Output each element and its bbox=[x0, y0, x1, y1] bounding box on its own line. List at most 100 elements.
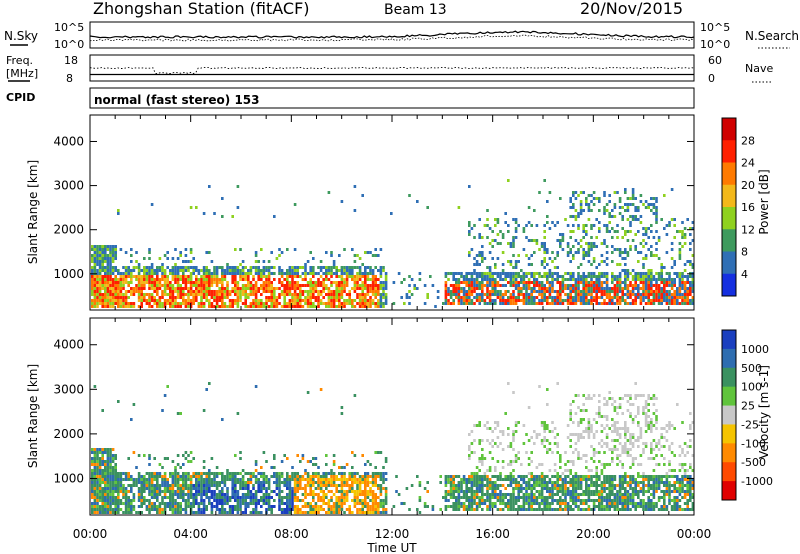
heatmap-cell bbox=[478, 302, 481, 305]
heatmap-cell bbox=[668, 221, 671, 224]
heatmap-cell bbox=[569, 409, 572, 412]
heatmap-cell bbox=[689, 281, 692, 284]
heatmap-cell bbox=[473, 302, 476, 305]
heatmap-cell bbox=[668, 275, 671, 278]
heatmap-cell bbox=[509, 484, 513, 487]
heatmap-cell bbox=[491, 287, 494, 290]
heatmap-cell bbox=[158, 484, 162, 487]
heatmap-cell bbox=[122, 284, 125, 287]
heatmap-cell bbox=[559, 287, 562, 290]
heatmap-cell bbox=[218, 266, 221, 269]
heatmap-cell bbox=[504, 487, 507, 490]
heatmap-cell bbox=[143, 484, 146, 487]
heatmap-cell bbox=[221, 299, 224, 302]
heatmap-cell bbox=[616, 236, 619, 239]
heatmap-cell bbox=[286, 496, 289, 499]
heatmap-cell bbox=[213, 212, 216, 215]
heatmap-cell bbox=[127, 508, 130, 511]
heatmap-cell bbox=[340, 272, 344, 275]
heatmap-cell bbox=[319, 505, 323, 508]
heatmap-cell bbox=[117, 209, 120, 212]
heatmap-cell bbox=[405, 293, 409, 296]
heatmap-cell bbox=[221, 475, 224, 478]
heatmap-cell bbox=[548, 302, 552, 305]
heatmap-cell bbox=[507, 505, 510, 508]
heatmap-cell bbox=[657, 296, 661, 299]
heatmap-cell bbox=[366, 505, 370, 508]
heatmap-cell bbox=[642, 290, 645, 293]
heatmap-cell bbox=[156, 505, 159, 508]
heatmap-cell bbox=[535, 481, 539, 484]
heatmap-cell bbox=[559, 233, 562, 236]
heatmap-cell bbox=[374, 278, 377, 281]
heatmap-cell bbox=[260, 299, 263, 302]
heatmap-cell bbox=[288, 505, 292, 508]
heatmap-cell bbox=[174, 499, 177, 502]
heatmap-cell bbox=[564, 481, 567, 484]
heatmap-cell bbox=[286, 284, 289, 287]
heatmap-cell bbox=[309, 478, 312, 481]
heatmap-cell bbox=[156, 278, 159, 281]
heatmap-cell bbox=[205, 281, 208, 284]
heatmap-cell bbox=[208, 299, 211, 302]
heatmap-cell bbox=[309, 487, 312, 490]
heatmap-cell bbox=[192, 296, 195, 299]
heatmap-cell bbox=[309, 299, 312, 302]
heatmap-cell bbox=[226, 499, 229, 502]
heatmap-cell bbox=[161, 305, 164, 308]
heatmap-cell bbox=[91, 469, 94, 472]
heatmap-cell bbox=[111, 290, 115, 293]
heatmap-cell bbox=[210, 260, 214, 263]
heatmap-cell bbox=[579, 191, 583, 194]
heatmap-cell bbox=[218, 511, 221, 514]
heatmap-cell bbox=[535, 296, 539, 299]
heatmap-cell bbox=[501, 466, 505, 469]
heatmap-cell bbox=[670, 281, 674, 284]
heatmap-cell bbox=[517, 496, 520, 499]
heatmap-cell bbox=[681, 287, 684, 290]
heatmap-cell bbox=[624, 233, 627, 236]
heatmap-cell bbox=[462, 302, 466, 305]
heatmap-cell bbox=[382, 505, 385, 508]
heatmap-cell bbox=[260, 284, 263, 287]
heatmap-cell bbox=[153, 296, 156, 299]
heatmap-cell bbox=[114, 245, 117, 248]
heatmap-cell bbox=[491, 430, 494, 433]
heatmap-cell bbox=[564, 287, 567, 290]
heatmap-cell bbox=[205, 299, 208, 302]
heatmap-cell bbox=[200, 290, 203, 293]
heatmap-cell bbox=[634, 218, 637, 221]
heatmap-cell bbox=[668, 272, 671, 275]
heatmap-cell bbox=[104, 487, 107, 490]
heatmap-cell bbox=[644, 200, 648, 203]
heatmap-cell bbox=[163, 287, 167, 290]
heatmap-cell bbox=[525, 475, 528, 478]
heatmap-cell bbox=[338, 302, 341, 305]
heatmap-cell bbox=[249, 502, 253, 505]
heatmap-cell bbox=[540, 478, 544, 481]
heatmap-cell bbox=[327, 472, 331, 475]
heatmap-cell bbox=[637, 230, 640, 233]
heatmap-cell bbox=[176, 269, 180, 272]
heatmap-cell bbox=[98, 278, 102, 281]
heatmap-cell bbox=[96, 472, 99, 475]
heatmap-cell bbox=[208, 382, 211, 385]
heatmap-cell bbox=[91, 266, 94, 269]
heatmap-cell bbox=[507, 242, 510, 245]
heatmap-cell bbox=[325, 475, 328, 478]
heatmap-cell bbox=[192, 493, 195, 496]
heatmap-cell bbox=[546, 215, 549, 218]
heatmap-cell bbox=[161, 272, 164, 275]
heatmap-cell bbox=[348, 290, 351, 293]
heatmap-cell bbox=[452, 484, 455, 487]
heatmap-cell bbox=[169, 305, 172, 308]
heatmap-cell bbox=[530, 487, 533, 490]
heatmap-cell bbox=[312, 293, 315, 296]
heatmap-cell bbox=[553, 463, 557, 466]
heatmap-cell bbox=[546, 272, 549, 275]
heatmap-cell bbox=[221, 269, 224, 272]
heatmap-cell bbox=[603, 281, 606, 284]
heatmap-cell bbox=[293, 499, 297, 502]
heatmap-cell bbox=[447, 478, 450, 481]
heatmap-cell bbox=[655, 230, 658, 233]
